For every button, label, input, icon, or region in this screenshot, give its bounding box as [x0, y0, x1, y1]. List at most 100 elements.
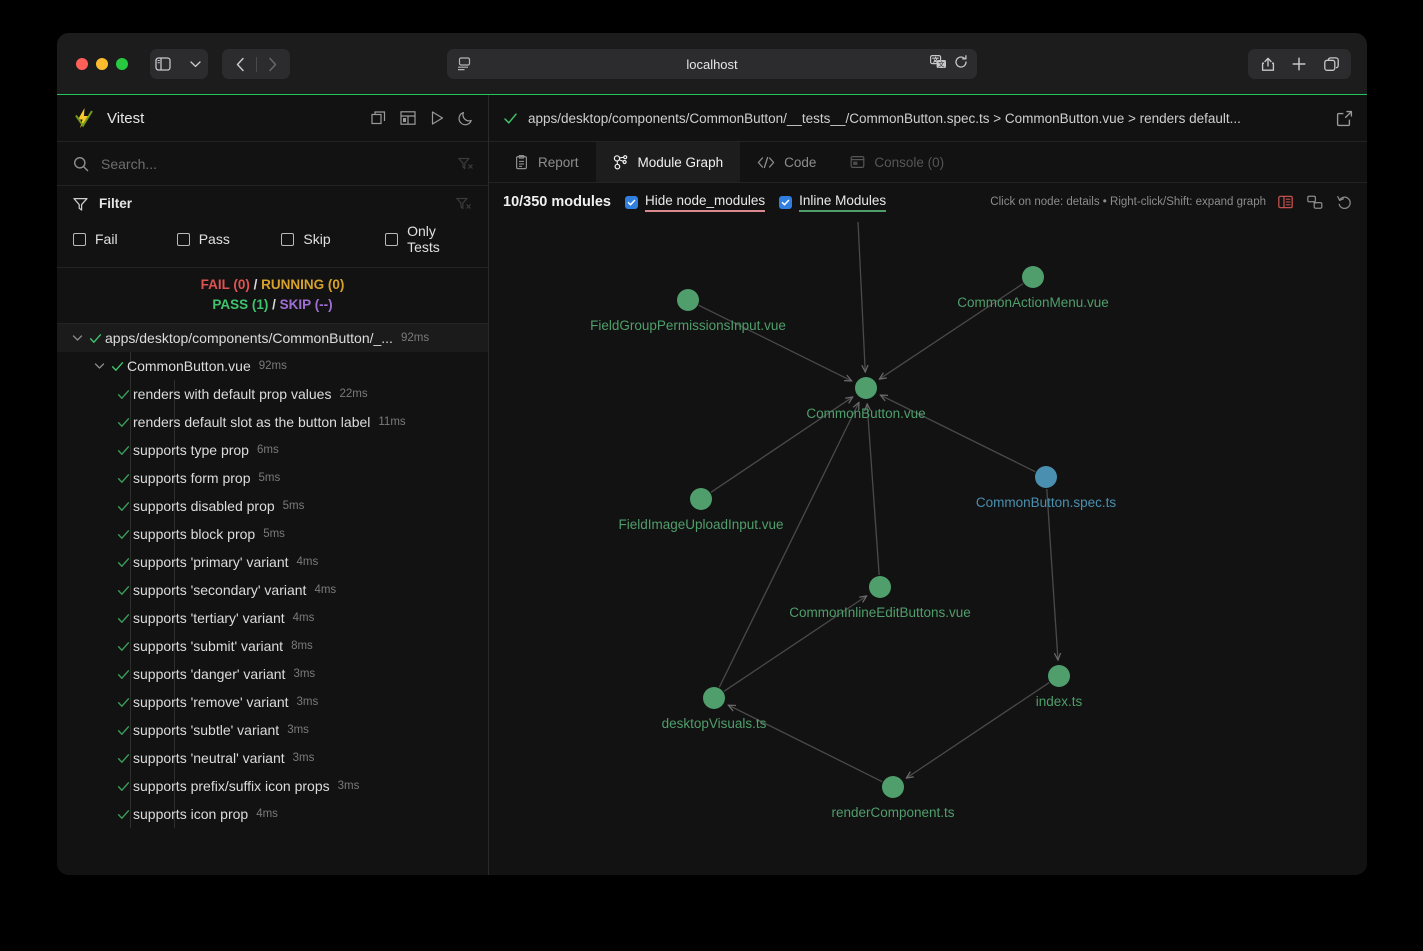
dashboard-layout-icon[interactable] — [400, 110, 416, 126]
filter-label-fail: Fail — [95, 231, 118, 247]
pass-check-icon — [113, 528, 133, 541]
test-case-duration: 3ms — [287, 724, 309, 737]
summary-separator: / — [272, 296, 276, 312]
test-case-row[interactable]: supports disabled prop 5ms — [57, 492, 488, 520]
graph-node[interactable] — [855, 377, 877, 399]
filter-checkbox-fail[interactable]: Fail — [73, 231, 177, 247]
tab-report[interactable]: Report — [497, 142, 596, 182]
run-all-icon[interactable] — [429, 110, 445, 126]
graph-edge — [867, 404, 880, 576]
side-panel-icon[interactable] — [1278, 195, 1293, 209]
graph-node[interactable] — [1022, 266, 1044, 288]
test-case-row[interactable]: supports 'subtle' variant 3ms — [57, 716, 488, 744]
reload-icon[interactable] — [954, 54, 968, 74]
test-case-row[interactable]: renders default slot as the button label… — [57, 408, 488, 436]
filter-checkbox-only-tests[interactable]: Only Tests — [385, 223, 472, 255]
external-link-icon[interactable] — [1336, 110, 1353, 127]
share-icon[interactable] — [1254, 51, 1281, 77]
toggle-inline-modules[interactable]: Inline Modules — [779, 193, 887, 212]
test-tree: apps/desktop/components/CommonButton/_..… — [57, 324, 488, 875]
checkbox-box — [73, 232, 86, 246]
test-case-row[interactable]: supports type prop 6ms — [57, 436, 488, 464]
toggle-hide-node-modules[interactable]: Hide node_modules — [625, 193, 766, 212]
tab-overview-icon[interactable] — [1318, 51, 1345, 77]
dark-mode-icon[interactable] — [458, 110, 474, 126]
test-file-row[interactable]: apps/desktop/components/CommonButton/_..… — [57, 324, 488, 353]
pass-check-icon — [113, 472, 133, 485]
tab-console[interactable]: Console (0) — [833, 142, 961, 182]
test-case-name: supports 'subtle' variant — [133, 722, 280, 739]
filter-checkbox-pass[interactable]: Pass — [176, 231, 282, 247]
test-case-row[interactable]: supports 'secondary' variant 4ms — [57, 576, 488, 604]
module-graph-canvas[interactable]: FieldGroupPermissionsInput.vue CommonActi… — [489, 221, 1367, 875]
plus-icon[interactable] — [1286, 51, 1313, 77]
graph-edge — [698, 304, 852, 381]
code-icon — [757, 156, 775, 169]
test-case-duration: 4ms — [256, 808, 278, 821]
test-case-row[interactable]: supports form prop 5ms — [57, 464, 488, 492]
test-suite-row[interactable]: CommonButton.vue 92ms — [57, 352, 488, 380]
test-case-row[interactable]: supports 'neutral' variant 3ms — [57, 744, 488, 772]
window-controls — [76, 58, 128, 70]
filter-label: Filter — [99, 196, 133, 211]
search-row — [57, 142, 488, 186]
test-case-row[interactable]: supports prefix/suffix icon props 3ms — [57, 772, 488, 800]
graph-node[interactable] — [690, 488, 712, 510]
graph-node[interactable] — [1048, 665, 1070, 687]
reader-view-icon[interactable] — [457, 57, 472, 71]
close-window-button[interactable] — [76, 58, 88, 70]
test-case-row[interactable]: supports block prop 5ms — [57, 520, 488, 548]
sidebar-panel-icon[interactable] — [150, 51, 176, 77]
forward-button[interactable] — [259, 51, 286, 77]
address-bar[interactable]: localhost 文 — [447, 49, 977, 79]
test-case-row[interactable]: supports 'submit' variant 8ms — [57, 632, 488, 660]
pass-check-icon — [113, 556, 133, 569]
test-case-name: supports type prop — [133, 442, 249, 459]
graph-node[interactable] — [677, 289, 699, 311]
filter-checkbox-skip[interactable]: Skip — [281, 231, 385, 247]
address-bar-actions: 文 — [930, 54, 968, 74]
test-case-row[interactable]: supports 'primary' variant 4ms — [57, 548, 488, 576]
vitest-logo-icon — [73, 107, 95, 129]
translate-icon[interactable]: 文 — [930, 54, 947, 74]
test-case-row[interactable]: supports icon prop 4ms — [57, 800, 488, 828]
chevron-down-icon[interactable] — [69, 334, 85, 342]
link-nodes-icon[interactable] — [1307, 195, 1323, 210]
clear-filter-icon[interactable] — [456, 197, 472, 211]
sidebar-header-actions — [371, 110, 474, 126]
minimize-window-button[interactable] — [96, 58, 108, 70]
browser-window: localhost 文 — [57, 33, 1367, 875]
graph-node[interactable] — [869, 576, 891, 598]
summary-skip-count: (--) — [314, 296, 333, 312]
maximize-window-button[interactable] — [116, 58, 128, 70]
pass-check-icon — [503, 111, 518, 126]
test-case-row[interactable]: supports 'danger' variant 3ms — [57, 660, 488, 688]
pass-check-icon — [113, 500, 133, 513]
back-button[interactable] — [227, 51, 254, 77]
clear-search-filter-icon[interactable] — [458, 157, 474, 171]
chevron-down-icon[interactable] — [91, 362, 107, 370]
reset-graph-icon[interactable] — [1337, 195, 1353, 210]
app-title: Vitest — [107, 109, 145, 127]
test-case-row[interactable]: supports 'remove' variant 3ms — [57, 688, 488, 716]
tree-guide-line — [130, 352, 131, 829]
tab-code[interactable]: Code — [740, 142, 833, 182]
test-case-name: supports 'remove' variant — [133, 694, 289, 711]
pass-check-icon — [107, 360, 127, 373]
test-case-row[interactable]: renders with default prop values 22ms — [57, 380, 488, 408]
console-icon — [850, 155, 865, 169]
search-input[interactable] — [101, 155, 458, 172]
test-case-name: supports icon prop — [133, 806, 249, 823]
graph-node[interactable] — [1035, 466, 1057, 488]
tab-label-console: Console (0) — [874, 154, 945, 170]
pass-check-icon — [113, 416, 133, 429]
graph-hint-text: Click on node: details • Right-click/Shi… — [990, 196, 1266, 208]
graph-node[interactable] — [703, 687, 725, 709]
copy-icon[interactable] — [371, 110, 387, 126]
chevron-down-icon[interactable] — [182, 51, 208, 77]
graph-node[interactable] — [882, 776, 904, 798]
tab-module-graph[interactable]: Module Graph — [595, 142, 741, 182]
breadcrumb-bar: apps/desktop/components/CommonButton/__t… — [489, 95, 1367, 142]
test-case-row[interactable]: supports 'tertiary' variant 4ms — [57, 604, 488, 632]
graph-edge — [906, 682, 1050, 778]
